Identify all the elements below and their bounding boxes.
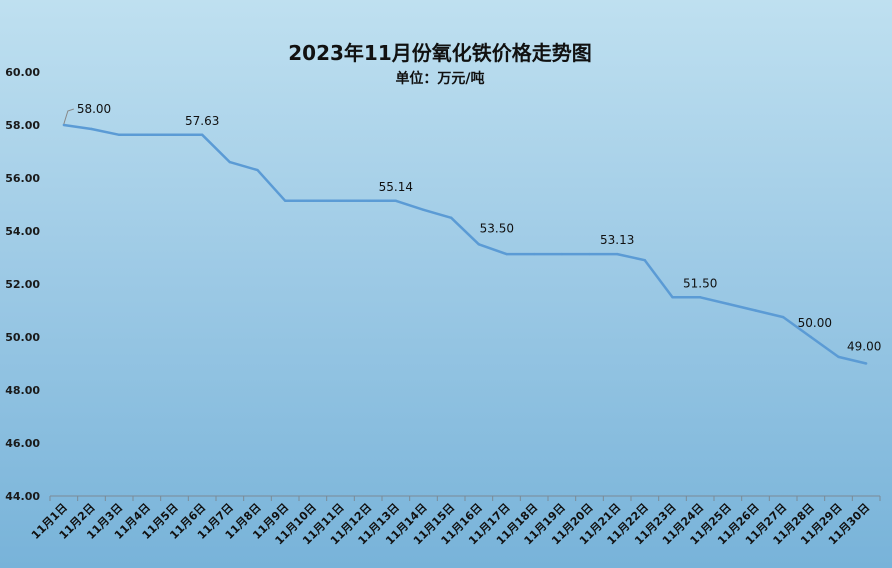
data-point	[422, 208, 425, 211]
data-point	[366, 199, 370, 202]
data-labels: 58.00 57.63 55.14 53.50 53.13 51.50 50.00 49.00	[63, 102, 881, 354]
data-label: 50.00	[798, 316, 832, 330]
data-point	[864, 362, 868, 365]
data-point	[532, 252, 536, 256]
data-point	[781, 315, 785, 319]
data-point	[560, 252, 564, 256]
y-tick-label: 58.00	[5, 119, 40, 132]
data-point	[145, 133, 149, 137]
axes	[49, 495, 881, 501]
data-point	[311, 199, 315, 202]
data-point	[671, 296, 674, 299]
data-label-leader	[63, 108, 74, 125]
data-label: 53.50	[480, 221, 514, 235]
y-tick-label: 46.00	[5, 437, 40, 450]
data-label: 53.13	[600, 233, 634, 247]
data-point	[477, 243, 481, 246]
data-point	[394, 199, 398, 202]
data-label: 57.63	[185, 114, 219, 128]
data-point	[837, 355, 840, 359]
data-point	[449, 216, 453, 219]
data-point	[754, 309, 757, 312]
data-point	[200, 133, 204, 137]
data-label: 49.00	[847, 340, 881, 354]
y-tick-label: 50.00	[5, 331, 40, 344]
data-point	[643, 258, 647, 262]
data-point	[173, 133, 176, 137]
data-label: 55.14	[379, 180, 413, 194]
y-tick-label: 54.00	[5, 225, 40, 238]
data-point	[283, 199, 287, 202]
data-point	[62, 123, 66, 127]
data-point	[339, 199, 342, 202]
data-point	[726, 302, 730, 306]
series-line	[63, 123, 867, 365]
data-label: 58.00	[77, 102, 111, 116]
data-point	[117, 133, 121, 137]
data-label: 51.50	[683, 276, 717, 290]
y-tick-label: 56.00	[5, 172, 40, 185]
y-tick-label: 44.00	[5, 490, 40, 503]
data-point	[809, 335, 813, 339]
chart-title: 2023年11月份氧化铁价格走势图	[288, 41, 592, 65]
price-series	[62, 123, 868, 365]
data-point	[588, 252, 591, 256]
data-point	[615, 252, 619, 256]
data-point	[90, 127, 93, 131]
data-point	[505, 252, 508, 256]
data-point	[256, 168, 259, 172]
y-tick-label: 60.00	[5, 66, 40, 79]
data-point	[698, 296, 702, 299]
data-point	[228, 160, 232, 164]
y-tick-label: 48.00	[5, 384, 40, 397]
y-tick-label: 52.00	[5, 278, 40, 291]
chart-subtitle: 单位：万元/吨	[395, 70, 484, 87]
